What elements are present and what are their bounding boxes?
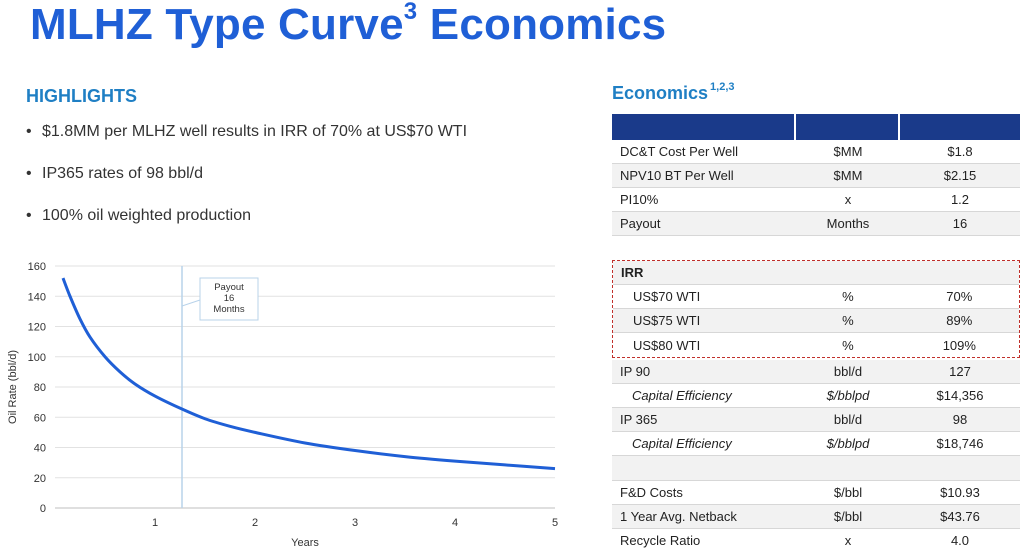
table-row: IRR <box>613 261 1019 285</box>
list-item: • IP365 rates of 98 bbl/d <box>26 165 203 182</box>
y-axis-ticks: 0 20 40 60 80 100 120 140 160 <box>28 261 46 515</box>
y-tick-label: 0 <box>40 503 46 515</box>
irr-label: IRR <box>621 265 644 280</box>
payout-callout-box <box>199 277 259 321</box>
table-row: IP 365 bbl/d 98 <box>612 408 1020 432</box>
table-row: IP 90 bbl/d 127 <box>612 360 1020 384</box>
table-row: US$75 WTI % 89% <box>613 309 1019 333</box>
bullet-icon: • <box>26 123 32 140</box>
x-tick-label: 4 <box>452 517 458 529</box>
economics-table: DC&T Cost Per Well $MM $1.8 NPV10 BT Per… <box>612 114 1020 552</box>
chart-svg: 0 20 40 60 80 100 120 140 160 1 2 3 4 5 Payout 16 Mo… <box>7 261 558 549</box>
type-curve-chart: 0 20 40 60 80 100 120 140 160 1 2 3 4 5 Payout 16 Mo… <box>0 252 580 552</box>
highlights-list: • $1.8MM per MLHZ well results in IRR of … <box>26 122 467 248</box>
table-spacer <box>612 456 1020 481</box>
y-tick-label: 60 <box>34 412 46 424</box>
payout-callout-unit: Months <box>213 304 244 315</box>
highlights-heading: HIGHLIGHTS <box>26 86 137 106</box>
irr-highlight-box: IRR US$70 WTI % 70% US$75 WTI % 89% US$8… <box>612 260 1020 358</box>
y-tick-label: 140 <box>28 291 46 303</box>
callout-leader <box>181 299 201 307</box>
table-row: Capital Efficiency $/bblpd $18,746 <box>612 432 1020 456</box>
x-tick-label: 2 <box>252 517 258 529</box>
table-row: US$80 WTI % 109% <box>633 337 976 353</box>
x-tick-label: 3 <box>352 517 358 529</box>
table-row: F&D Costs $/bbl $10.93 <box>612 481 1020 505</box>
table-row: US$70 WTI % 70% <box>613 285 1019 309</box>
header-cell <box>612 114 796 140</box>
y-tick-label: 100 <box>28 352 46 364</box>
economics-heading: Economics 1,2,3 <box>612 81 735 103</box>
y-tick-label: 120 <box>28 322 46 334</box>
header-cell <box>796 114 900 140</box>
payout-callout-label: Payout <box>214 282 244 293</box>
chart-grid <box>55 265 555 509</box>
table-row: PI10% x 1.2 <box>612 188 1020 212</box>
table-header <box>612 114 1020 140</box>
y-tick-label: 40 <box>34 443 46 455</box>
table-row: Recycle Ratio x 4.0 <box>612 529 1020 552</box>
x-axis-ticks: 1 2 3 4 5 <box>152 517 558 529</box>
table-row: Payout Months 16 <box>612 212 1020 236</box>
x-tick-label: 1 <box>152 517 158 529</box>
y-tick-label: 80 <box>34 382 46 394</box>
bullet-icon: • <box>26 165 32 182</box>
table-spacer <box>612 236 1020 258</box>
x-tick-label: 5 <box>552 517 558 529</box>
y-tick-label: 160 <box>28 261 46 273</box>
series-line <box>61 277 556 471</box>
bullet-icon: • <box>26 207 32 224</box>
list-item: • 100% oil weighted production <box>26 207 252 224</box>
table-row: DC&T Cost Per Well $MM $1.8 <box>612 140 1020 164</box>
table-row: 1 Year Avg. Netback $/bbl $43.76 <box>612 505 1020 529</box>
list-item: • $1.8MM per MLHZ well results in IRR of … <box>26 123 468 140</box>
page-title: MLHZ Type Curve3 Economics <box>30 0 667 49</box>
y-tick-label: 20 <box>34 473 46 485</box>
table-row: Capital Efficiency $/bblpd $14,356 <box>612 384 1020 408</box>
header-cell <box>900 114 1020 140</box>
y-axis-label: Oil Rate (bbl/d) <box>7 350 19 424</box>
table-row: NPV10 BT Per Well $MM $2.15 <box>612 164 1020 188</box>
payout-callout-value: 16 <box>224 293 235 304</box>
x-axis-label: Years <box>291 537 319 549</box>
